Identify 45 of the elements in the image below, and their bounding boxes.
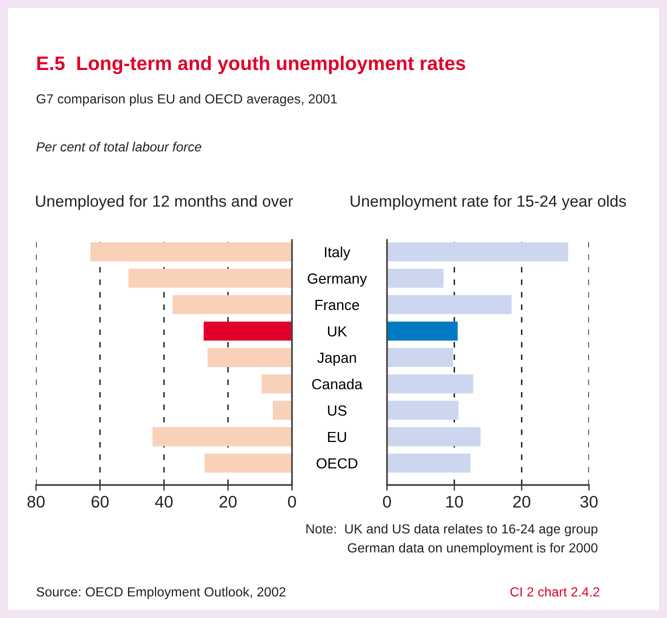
text: Note: UK and US data relates to 16-24 age group bbox=[306, 524, 598, 536]
y-tick-label: Japan bbox=[317, 352, 356, 366]
bar bbox=[172, 295, 292, 314]
x-tick-label: 40 bbox=[155, 496, 173, 508]
bar bbox=[387, 268, 444, 288]
x-tick-label: 0 bbox=[288, 496, 296, 508]
bar bbox=[387, 242, 568, 262]
y-tick-label: France bbox=[316, 300, 360, 310]
bar bbox=[387, 348, 453, 367]
text: G7 comparison plus EU and OECD averages, 2001 bbox=[36, 94, 337, 106]
x-tick-label: 10 bbox=[446, 496, 463, 508]
bar bbox=[204, 454, 292, 473]
x-tick-label: 80 bbox=[27, 496, 45, 508]
text: Per cent of total labour force bbox=[36, 142, 202, 152]
bar bbox=[387, 295, 512, 314]
bar bbox=[387, 374, 474, 394]
bar bbox=[208, 348, 292, 367]
bar bbox=[272, 400, 292, 420]
bar bbox=[262, 374, 292, 394]
bar bbox=[387, 322, 458, 341]
bar bbox=[152, 427, 292, 446]
x-tick-label: 20 bbox=[513, 496, 530, 508]
y-tick-label: Canada bbox=[312, 378, 363, 390]
bar bbox=[128, 268, 292, 288]
x-tick-label: 60 bbox=[92, 496, 109, 508]
chart-title: Unemployment rate for 15-24 year olds bbox=[350, 195, 626, 210]
text: CI 2 chart 2.4.2 bbox=[510, 586, 600, 597]
text: German data on unemployment is for 2000 bbox=[348, 542, 598, 556]
bar bbox=[387, 427, 481, 446]
x-tick-label: 0 bbox=[383, 496, 391, 508]
y-tick-label: EU bbox=[328, 432, 346, 442]
bar bbox=[387, 400, 458, 420]
source-note: Source: OECD Employment Outlook, 2002 bbox=[36, 586, 286, 600]
y-tick-label: US bbox=[328, 405, 346, 416]
y-tick-label: Germany bbox=[308, 273, 367, 287]
chart-title: Unemployed for 12 months and over bbox=[36, 195, 293, 210]
x-tick-label: 20 bbox=[220, 496, 237, 508]
y-tick-label: UK bbox=[328, 326, 347, 337]
y-tick-label: OECD bbox=[316, 458, 358, 469]
x-tick-label: 30 bbox=[580, 496, 598, 508]
bar bbox=[204, 322, 292, 341]
text: E.5 Long-term and youth unemployment rates bbox=[37, 56, 466, 74]
bar bbox=[90, 242, 292, 262]
y-tick-label: Italy bbox=[324, 246, 350, 260]
bar bbox=[387, 454, 470, 473]
